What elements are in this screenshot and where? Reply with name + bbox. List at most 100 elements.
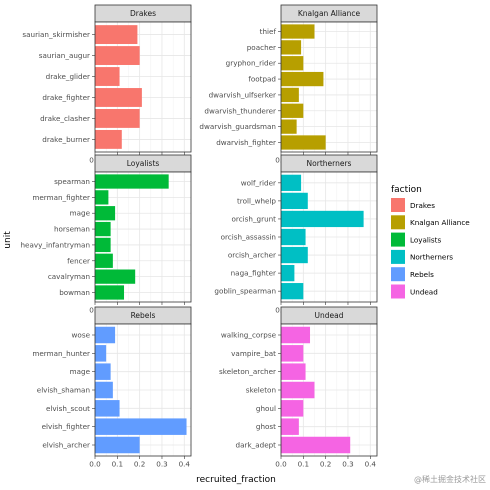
bar-saurian_augur [95, 46, 140, 65]
x-tick-label: 0.3 [156, 460, 167, 469]
y-tick-label: cavalryman [48, 272, 90, 281]
y-tick-label: saurian_skirmisher [22, 30, 90, 39]
panel-border [94, 323, 192, 457]
y-tick-label: wose [72, 331, 91, 340]
panel-drakes: Drakes saurian_skirmisher saurian_augurdra… [22, 4, 192, 165]
legend-key [391, 249, 405, 264]
bar-drake_glider [95, 67, 120, 86]
bar-dwarvish_guardsman [281, 119, 297, 134]
legend-key [391, 215, 405, 230]
facet-strip-label: Drakes [130, 9, 156, 18]
bar-heavy_infantryman [95, 237, 111, 253]
legend-title: faction [391, 185, 422, 195]
bar-merman_hunter [95, 345, 107, 362]
legend-label: Undead [410, 287, 438, 296]
y-tick-label: merman_hunter [32, 349, 90, 358]
bar-dwarvish_fighter [281, 135, 326, 150]
bar-skeleton_archer [281, 363, 306, 380]
legend-label: Loyalists [410, 235, 441, 244]
y-tick-label: drake_burner [42, 135, 90, 144]
panel-undead: Undead walking_corpse vampire_bat skeleton_… [219, 306, 378, 469]
legend-key [391, 198, 405, 212]
y-tick-label: bowman [59, 288, 90, 297]
y-tick-label: elvish_fighter [42, 422, 90, 431]
y-tick-label: dwarvish_ulfserker [209, 90, 276, 99]
bar-drake_clasher [95, 109, 140, 128]
legend-key [391, 267, 405, 282]
x-tick-label: 0.2 [320, 460, 331, 469]
bar-orcish_archer [281, 246, 308, 264]
x-axis-title: recruited_fraction [196, 475, 276, 485]
bar-poacher [281, 40, 302, 55]
legend-label: Drakes [410, 201, 435, 210]
legend-key [391, 232, 405, 247]
y-tick-label: saurian_augur [39, 51, 90, 60]
x-tick-label: 0.1 [298, 460, 309, 469]
bar-dwarvish_ulfserker [281, 87, 299, 103]
y-tick-label: poacher [247, 43, 276, 52]
bar-fencer [95, 253, 113, 268]
watermark: @稀土掘金技术社区 [414, 474, 486, 484]
y-tick-label: elvish_archer [42, 441, 90, 450]
y-tick-label: spearman [54, 177, 90, 186]
facet-strip-label: Knalgan Alliance [298, 9, 361, 18]
bar-ghoul [281, 400, 304, 417]
y-tick-label: gryphon_rider [226, 59, 276, 68]
y-tick-label: naga_fighter [231, 269, 276, 278]
bar-gryphon_rider [281, 56, 304, 71]
panel-border [94, 171, 192, 303]
bar-drake_burner [95, 129, 122, 149]
legend: faction Drakes Knalgan Alliance Loyalists No… [391, 185, 470, 299]
bar-spearman [95, 174, 169, 189]
legend-label: Knalgan Alliance [410, 218, 470, 227]
panel-northerners: Northerners wolf_rider troll_whelp orcish_g… [214, 154, 378, 315]
facet-strip-label: Rebels [131, 311, 156, 320]
y-tick-label: heavy_infantryman [20, 240, 90, 249]
x-tick-label: 0.0 [275, 460, 287, 469]
x-tick-label: 0.2 [134, 460, 145, 469]
y-tick-label: elvish_shaman [37, 386, 90, 395]
bar-orcish_assassin [281, 228, 306, 246]
y-tick-label: ghoul [256, 404, 276, 413]
panel-knalgan-alliance: Knalgan Alliance thief poacher gryphon_ride… [199, 4, 378, 165]
y-tick-label: dwarvish_thunderer [204, 106, 276, 115]
y-tick-label: goblin_spearman [214, 287, 276, 296]
bar-footpad [281, 71, 324, 87]
panel-border [280, 171, 378, 303]
y-tick-label: wolf_rider [241, 178, 276, 187]
legend-label: Northerners [410, 253, 453, 262]
bar-wose [95, 326, 116, 344]
y-tick-label: skeleton_archer [219, 367, 276, 376]
bar-wolf_rider [281, 174, 302, 191]
facet-strip-label: Loyalists [127, 159, 160, 168]
legend-label: Rebels [410, 270, 434, 279]
bar-troll_whelp [281, 192, 308, 210]
bar-goblin_spearman [281, 283, 304, 300]
y-tick-label: footpad [248, 75, 276, 84]
y-tick-label: dwarvish_guardsman [199, 122, 276, 131]
y-tick-label: drake_glider [46, 72, 90, 81]
bar-dwarvish_thunderer [281, 103, 304, 118]
bar-merman_fighter [95, 190, 109, 205]
bar-vampire_bat [281, 345, 304, 362]
bar-mage [95, 206, 116, 221]
y-tick-label: drake_clasher [40, 114, 90, 123]
y-tick-label: skeleton [246, 386, 276, 395]
bar-cavalryman [95, 269, 136, 284]
panel-border [94, 21, 192, 153]
panel-border [280, 21, 378, 153]
x-tick-label: 0.3 [342, 460, 353, 469]
y-tick-label: merman_fighter [32, 193, 90, 202]
x-tick-label: 0.4 [365, 460, 377, 469]
bar-drake_fighter [95, 88, 142, 107]
bar-naga_fighter [281, 264, 295, 282]
y-tick-label: mage [70, 367, 91, 376]
x-tick-label: 0.0 [89, 460, 101, 469]
y-tick-label: orcish_archer [228, 251, 276, 260]
bar-ghost [281, 418, 299, 435]
legend-key [391, 284, 405, 299]
y-axis-title: unit [3, 231, 13, 249]
bar-skeleton [281, 381, 315, 399]
y-tick-label: orcish_grunt [232, 214, 277, 223]
bar-elvish_scout [95, 400, 120, 417]
